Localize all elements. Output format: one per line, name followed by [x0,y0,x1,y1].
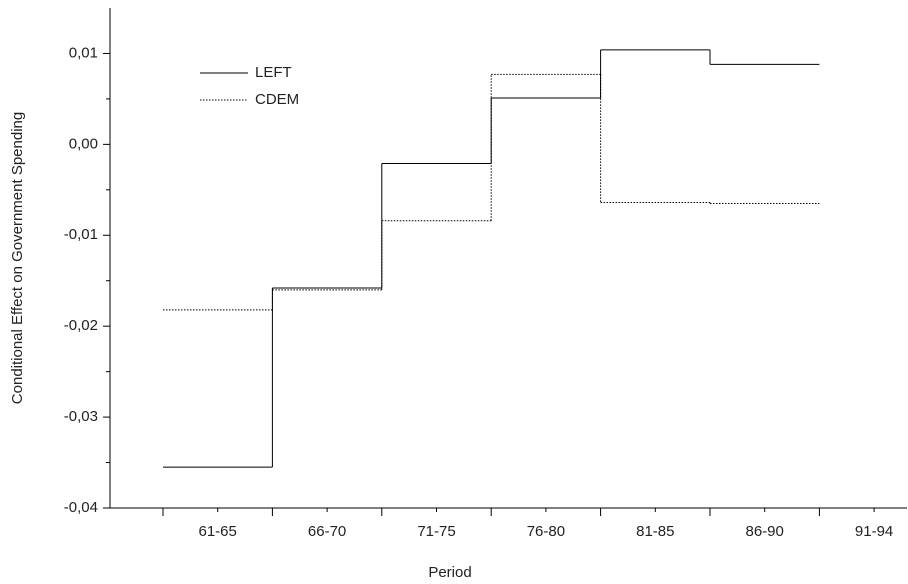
x-tick-label: 86-90 [746,523,784,540]
x-tick-label: 91-94 [855,523,893,540]
legend-label: LEFT [255,64,292,81]
x-tick-label: 71-75 [417,523,455,540]
y-tick-label: -0,04 [64,499,98,516]
legend-label: CDEM [255,91,299,108]
x-tick-label: 81-85 [636,523,674,540]
y-tick-label: 0,01 [69,44,98,61]
x-tick-label: 66-70 [308,523,346,540]
x-tick-label: 76-80 [527,523,565,540]
y-tick-label: -0,03 [64,408,98,425]
y-tick-label: 0,00 [69,135,98,152]
x-tick-label: 61-65 [199,523,237,540]
y-tick-label: -0,02 [64,317,98,334]
y-tick-label: -0,01 [64,226,98,243]
y-axis-label: Conditional Effect on Government Spendin… [9,112,26,404]
x-axis-label: Period [428,564,471,581]
